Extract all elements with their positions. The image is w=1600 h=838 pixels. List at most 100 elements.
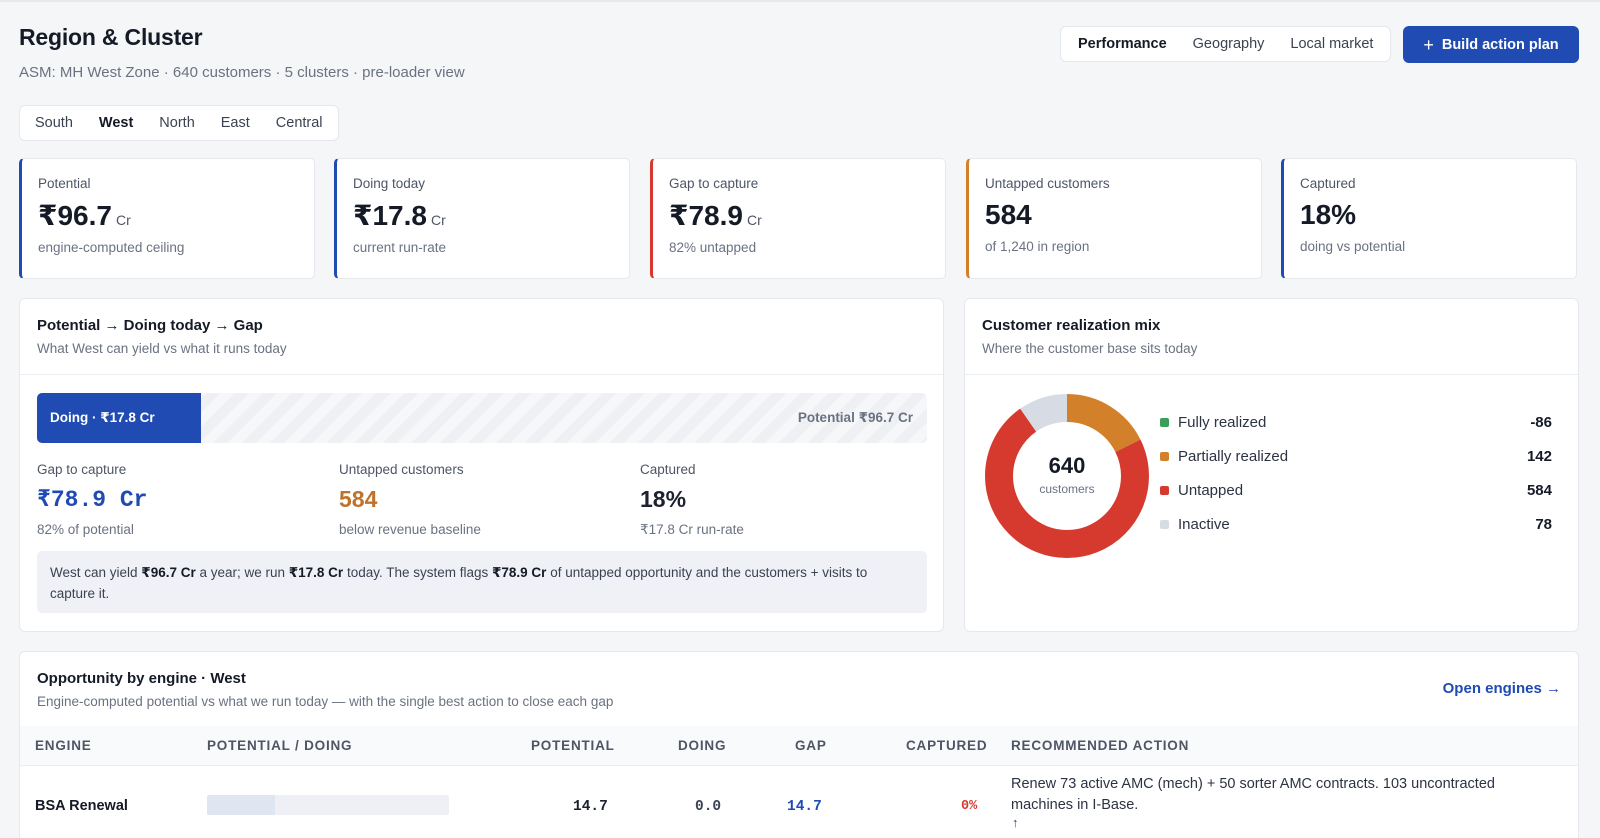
legend-label: Inactive: [1178, 515, 1230, 533]
stat-label: Gap to capture: [37, 462, 127, 477]
funnel-subtitle: What West can yield vs what it runs toda…: [37, 341, 287, 356]
engines-panel: Opportunity by engine · West Engine-comp…: [19, 651, 1579, 838]
legend-value: 584: [1526, 481, 1552, 499]
col-captured[interactable]: CAPTURED: [906, 738, 988, 753]
gap-value: 14.7: [787, 799, 822, 815]
view-tabs: Performance Geography Local market: [1060, 26, 1392, 62]
stat-captured: Captured 18% ₹17.8 Cr run-rate: [640, 462, 744, 538]
col-doing[interactable]: DOING: [678, 738, 727, 753]
doing-bar-fill: Doing · ₹17.8 Cr: [37, 393, 201, 443]
tab-central[interactable]: Central: [275, 115, 323, 131]
legend-swatch: [1160, 417, 1169, 427]
funnel-panel: Potential → Doing today → Gap What West …: [19, 298, 944, 632]
stat-gap-to-capture: Gap to capture ₹78.9 Cr 82% of potential: [37, 462, 147, 537]
kpi-label: Untapped customers: [985, 176, 1110, 191]
kpi-label: Gap to capture: [669, 176, 759, 191]
engines-table-header: [20, 726, 1578, 766]
kpi-value: 584: [985, 199, 1032, 230]
page-header: Region & Cluster ASM: MH West Zone · 640…: [19, 24, 465, 81]
stat-value: ₹78.9 Cr: [37, 487, 148, 513]
legend-item-untapped: Untapped 584: [1160, 473, 1552, 507]
kpi-value: 18%: [1300, 199, 1357, 230]
mix-legend: Fully realized -86 Partially realized 14…: [1160, 405, 1552, 541]
legend-swatch: [1160, 485, 1169, 495]
engines-title: Opportunity by engine · West: [37, 670, 246, 687]
mix-panel-header: Customer realization mix Where the custo…: [965, 299, 1578, 375]
kpi-label: Doing today: [353, 176, 426, 191]
legend-item-fully-realized: Fully realized -86: [1160, 405, 1552, 439]
legend-label: Partially realized: [1178, 447, 1289, 465]
donut-center-value: 640: [1049, 453, 1086, 478]
stat-label: Captured: [640, 462, 696, 477]
doing-value: 0.0: [695, 799, 722, 815]
tab-north[interactable]: North: [159, 115, 195, 131]
realization-donut-chart: 640 customers: [985, 394, 1149, 558]
kpi-card-captured: Captured 18% doing vs potential: [1281, 158, 1577, 279]
kpi-value: ₹78.9 Cr: [669, 200, 762, 231]
potential-doing-bar: [207, 795, 449, 815]
donut-center-label: customers: [1039, 482, 1094, 496]
tab-west[interactable]: West: [98, 115, 134, 131]
potential-value: 14.7: [573, 799, 608, 815]
legend-value: 142: [1526, 447, 1552, 465]
summary-callout: West can yield ₹96.7 Cr a year; we run ₹…: [37, 551, 927, 613]
mix-subtitle: Where the customer base sits today: [982, 341, 1198, 356]
kpi-card-gap-to-capture: Gap to capture ₹78.9 Cr 82% untapped: [650, 158, 946, 279]
engines-panel-header: Opportunity by engine · West Engine-comp…: [20, 652, 1578, 709]
kpi-card-doing-today: Doing today ₹17.8 Cr current run-rate: [334, 158, 630, 279]
legend-value: 78: [1535, 515, 1552, 533]
legend-label: Untapped: [1178, 481, 1244, 499]
page-title: Region & Cluster: [19, 24, 203, 50]
col-recommended-action[interactable]: RECOMMENDED ACTION: [1011, 738, 1190, 753]
tab-performance[interactable]: Performance: [1078, 36, 1167, 52]
recommended-action-text: Renew 73 active AMC (mech) + 50 sorter A…: [1011, 776, 1495, 813]
potential-bar-label: Potential ₹96.7 Cr: [797, 410, 913, 425]
open-engines-link[interactable]: Open engines →: [1442, 680, 1561, 697]
legend-swatch: [1160, 519, 1169, 529]
tab-east[interactable]: East: [220, 115, 250, 131]
stat-label: Untapped customers: [339, 462, 464, 477]
col-gap[interactable]: GAP: [795, 738, 827, 753]
plus-icon: +: [1423, 34, 1434, 55]
build-action-plan-label: Build action plan: [1441, 36, 1559, 53]
engines-subtitle: Engine-computed potential vs what we run…: [37, 694, 614, 709]
potential-bar: Doing · ₹17.8 Cr Potential ₹96.7 Cr: [37, 393, 927, 443]
kpi-value: ₹17.8 Cr: [353, 200, 446, 231]
legend-label: Fully realized: [1178, 413, 1267, 431]
tab-geography[interactable]: Geography: [1192, 36, 1265, 52]
legend-item-inactive: Inactive 78: [1160, 507, 1552, 541]
col-potential[interactable]: POTENTIAL: [531, 738, 615, 753]
action-expand-icon[interactable]: ↑: [1012, 815, 1019, 830]
col-potential-doing[interactable]: POTENTIAL / DOING: [207, 738, 353, 753]
funnel-title: Potential → Doing today → Gap: [37, 317, 263, 334]
donut-segment-inactive: [985, 394, 1149, 558]
kpi-note: doing vs potential: [1300, 239, 1406, 254]
region-tabs: South West North East Central: [19, 105, 339, 141]
mix-title: Customer realization mix: [982, 317, 1161, 334]
engine-name: BSA Renewal: [35, 798, 128, 814]
top-border: [0, 0, 1600, 2]
kpi-note: engine-computed ceiling: [38, 240, 185, 255]
kpi-card-potential: Potential ₹96.7 Cr engine-computed ceilin…: [19, 158, 315, 279]
potential-doing-bar-fill: [207, 795, 275, 815]
stat-value: 584: [339, 486, 378, 512]
stat-value: 18%: [640, 486, 687, 512]
funnel-panel-header: Potential → Doing today → Gap What West …: [20, 299, 943, 375]
page-subtitle: ASM: MH West Zone · 640 customers · 5 cl…: [19, 64, 465, 81]
legend-value: -86: [1530, 413, 1552, 431]
kpi-note: of 1,240 in region: [985, 239, 1090, 254]
captured-value: 0%: [961, 799, 978, 814]
kpi-note: 82% untapped: [669, 240, 757, 255]
stat-note: ₹17.8 Cr run-rate: [640, 522, 744, 537]
kpi-note: current run-rate: [353, 240, 447, 255]
build-action-plan-button[interactable]: + Build action plan: [1403, 26, 1579, 63]
kpi-card-untapped-customers: Untapped customers 584 of 1,240 in regio…: [966, 158, 1262, 279]
col-engine[interactable]: ENGINE: [35, 738, 92, 753]
legend-item-partially-realized: Partially realized 142: [1160, 439, 1552, 473]
kpi-value: ₹96.7 Cr: [38, 200, 131, 231]
tab-local-market[interactable]: Local market: [1290, 36, 1374, 52]
donut-segment-untapped: [985, 394, 1149, 558]
realization-mix-panel: Customer realization mix Where the custo…: [964, 298, 1579, 632]
legend-swatch: [1160, 451, 1169, 461]
tab-south[interactable]: South: [35, 115, 73, 131]
